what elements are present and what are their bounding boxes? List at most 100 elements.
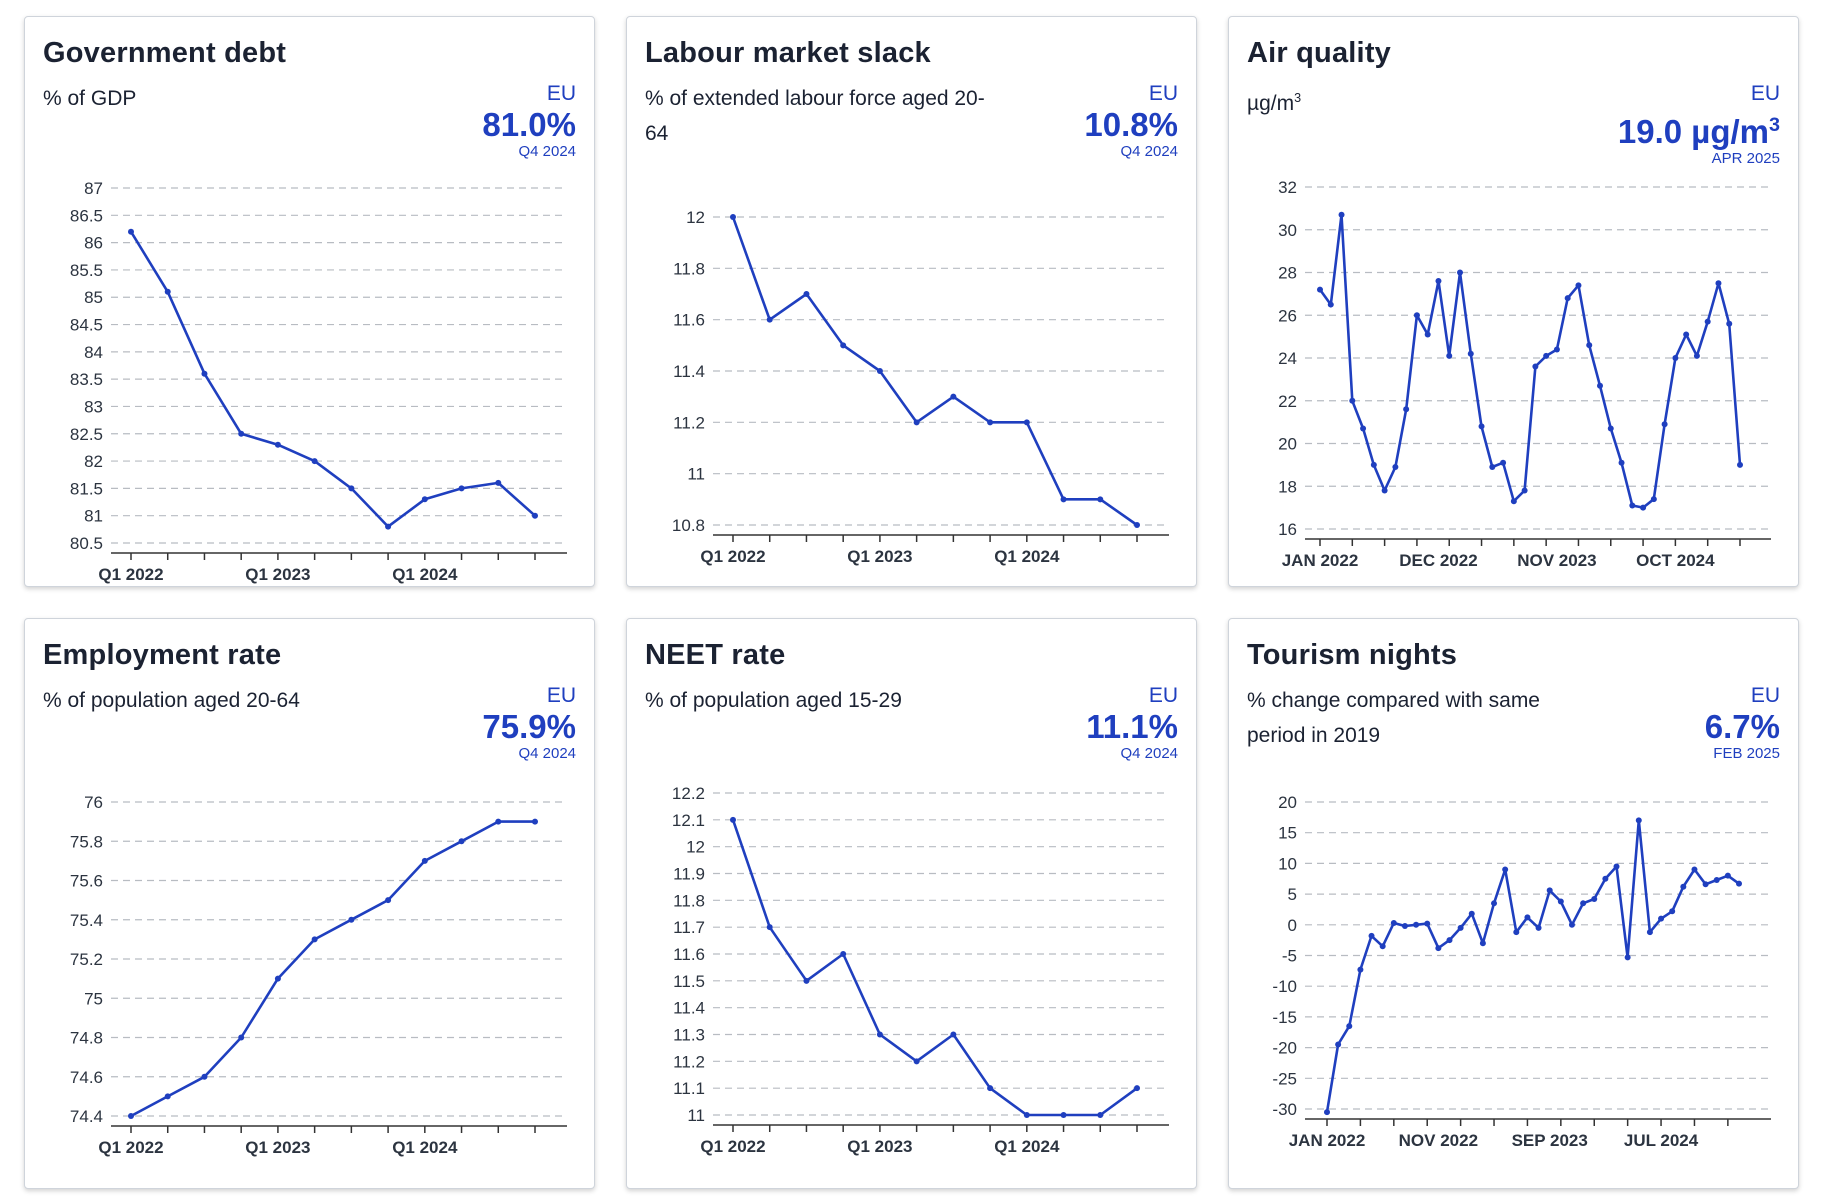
kpi-period: Q4 2024 — [1120, 745, 1178, 762]
x-tick-label: Q1 2024 — [994, 547, 1060, 566]
data-point — [1737, 461, 1743, 468]
data-point — [311, 936, 318, 943]
y-tick-label: 80.5 — [70, 534, 103, 553]
data-point — [238, 1034, 245, 1041]
data-point — [730, 214, 736, 220]
kpi-period: FEB 2025 — [1713, 745, 1780, 762]
data-point — [1597, 382, 1603, 389]
data-point — [1401, 923, 1408, 930]
data-point — [201, 370, 208, 377]
data-point — [1658, 915, 1665, 922]
employment-rate-card[interactable]: Employment rate % of population aged 20-… — [24, 618, 595, 1189]
data-point — [1478, 423, 1485, 430]
x-tick-label: Q1 2022 — [98, 565, 163, 584]
kpi-value: 6.7% — [1704, 708, 1780, 745]
y-tick-label: 15 — [1278, 824, 1297, 843]
data-point — [348, 485, 355, 492]
employment-rate-line-chart: 74.4 74.6 74.8 75 75.2 75.4 75.6 75.8 76 Q1 2022 Q… — [70, 793, 567, 1157]
y-tick-label: 26 — [1278, 306, 1297, 325]
data-point — [1702, 881, 1709, 888]
tourism-nights-line-chart: -30 -25 -20 -15 -10 -5 0 5 10 15 20 JAN 2022 NOV 202… — [1272, 793, 1771, 1150]
x-tick-label: JAN 2022 — [1289, 1131, 1366, 1150]
data-point — [766, 316, 773, 323]
data-point — [1403, 406, 1410, 413]
y-tick-label: 81.5 — [70, 479, 103, 498]
data-point — [803, 977, 810, 984]
data-point — [913, 1058, 920, 1065]
data-point — [766, 924, 773, 931]
government-debt-card[interactable]: Government debt % of GDP EU 81.0% Q4 202… — [24, 16, 595, 587]
card-title: Employment rate — [43, 639, 282, 671]
data-point — [1097, 496, 1104, 503]
data-point — [1683, 331, 1690, 338]
data-point — [1435, 945, 1442, 952]
data-point — [201, 1073, 208, 1080]
y-tick-label: 12.1 — [672, 811, 705, 830]
data-point — [1134, 522, 1140, 528]
data-point — [1543, 352, 1550, 359]
labour-market-slack-card[interactable]: Labour market slack % of extended labour… — [626, 16, 1197, 587]
kpi-block: EU 6.7% FEB 2025 — [1705, 683, 1780, 763]
neet-rate-card[interactable]: NEET rate % of population aged 15-29 EU … — [626, 618, 1197, 1189]
card-title: Tourism nights — [1247, 639, 1458, 671]
data-point — [1646, 929, 1653, 936]
subtitle-unit-exponent: 3 — [1294, 91, 1302, 105]
y-tick-label: 85.5 — [70, 261, 103, 280]
kpi-block: EU 11.1% Q4 2024 — [1086, 683, 1178, 763]
y-tick-label: 75.6 — [70, 872, 103, 891]
data-point — [1510, 498, 1517, 505]
x-tick-label: OCT 2024 — [1636, 551, 1715, 570]
y-tick-label: 85 — [84, 288, 103, 307]
data-point — [495, 479, 502, 486]
data-point — [1553, 346, 1560, 353]
data-point — [1381, 487, 1388, 494]
y-tick-label: -25 — [1272, 1069, 1297, 1088]
data-point — [311, 458, 318, 465]
y-tick-label: 11.9 — [673, 865, 705, 884]
y-tick-label: 30 — [1278, 221, 1297, 240]
air-quality-card[interactable]: Air quality µg/m3 EU 19.0 µg/m3 APR 2025… — [1228, 16, 1799, 587]
card-subtitle: % of GDP — [43, 87, 137, 110]
data-point — [913, 419, 920, 426]
x-tick-label: Q1 2022 — [700, 547, 765, 566]
data-point — [1446, 937, 1453, 944]
tourism-nights-card[interactable]: Tourism nights % change compared with sa… — [1228, 618, 1799, 1189]
card-subtitle: % of population aged 15-29 — [645, 689, 902, 712]
y-tick-label: 5 — [1288, 885, 1297, 904]
x-tick-label: Q1 2024 — [392, 1138, 458, 1157]
data-point — [1479, 940, 1486, 947]
kpi-region: EU — [546, 82, 576, 105]
neet-rate-line-chart: 11 11.1 11.2 11.3 11.4 11.5 11.6 11.7 11.8 11.9 12… — [672, 784, 1169, 1156]
data-point — [1335, 1041, 1342, 1048]
data-point — [1489, 464, 1496, 471]
kpi-value: 75.9% — [482, 708, 576, 745]
data-point — [532, 512, 538, 519]
series-line — [1318, 213, 1742, 509]
y-tick-label: 75 — [84, 989, 103, 1008]
kpi-value: 11.1% — [1086, 708, 1178, 745]
y-tick-label: 82.5 — [70, 425, 103, 444]
y-tick-label: 11 — [687, 465, 705, 484]
y-tick-label: 32 — [1278, 178, 1297, 197]
y-tick-label: 11.2 — [673, 1052, 705, 1071]
kpi-block: EU 75.9% Q4 2024 — [482, 683, 576, 763]
card-subtitle: % of population aged 20-64 — [43, 689, 300, 712]
y-tick-label: 0 — [1288, 916, 1297, 935]
y-tick-label: 11.1 — [673, 1079, 705, 1098]
kpi-region: EU — [1750, 82, 1780, 105]
kpi-value: 81.0% — [482, 106, 576, 143]
series-line — [1325, 819, 1740, 1113]
kpi-region: EU — [1750, 684, 1780, 707]
data-point — [458, 485, 465, 492]
data-point — [1521, 487, 1528, 494]
y-tick-label: 11.7 — [673, 918, 705, 937]
data-point — [1467, 350, 1474, 357]
data-point — [1693, 352, 1700, 359]
card-title: NEET rate — [645, 639, 786, 671]
data-point — [1618, 459, 1625, 466]
data-point — [1424, 331, 1431, 338]
data-point — [1624, 954, 1631, 961]
data-point — [128, 1113, 134, 1119]
data-point — [1557, 898, 1564, 905]
kpi-value-exponent: 3 — [1768, 114, 1780, 136]
